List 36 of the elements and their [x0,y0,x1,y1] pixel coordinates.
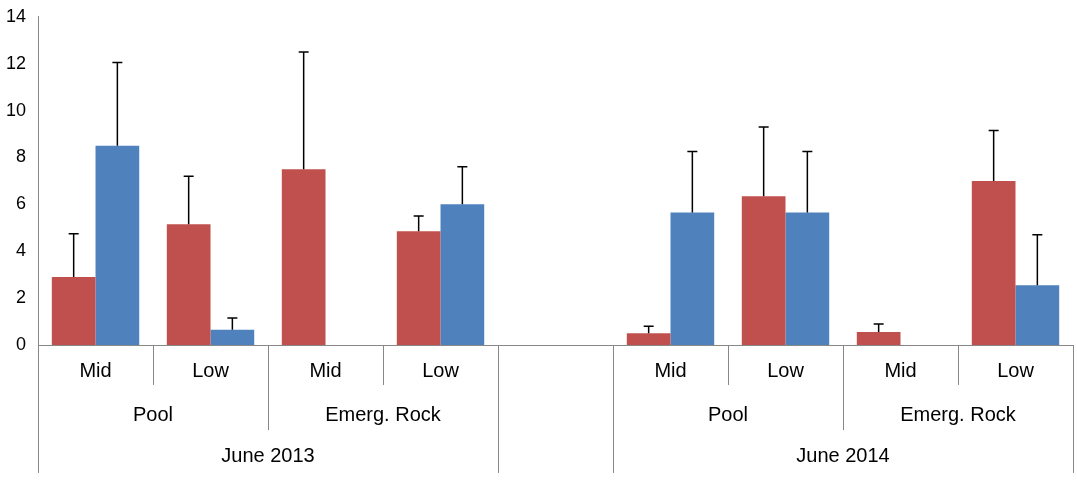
bar [785,212,830,345]
bar [396,231,441,345]
y-tick-label: 6 [16,193,27,214]
bar [670,212,715,345]
bar [1015,285,1060,345]
bar [440,204,485,345]
x-tick-label: Low [997,358,1035,381]
x-tick-label: Low [422,358,460,381]
x-tick-label: Mid [79,358,112,381]
x-tick-label: Mid [654,358,687,381]
y-tick-label: 2 [16,287,27,308]
bar [971,180,1016,345]
bar [856,332,901,345]
bar [281,169,326,345]
bar [626,333,671,345]
bar [210,329,255,345]
bar [741,196,786,345]
text: June 2013 [221,443,315,466]
text: Pool [133,402,174,425]
x-tick-label: Low [192,358,230,381]
y-tick-label: 8 [16,146,27,167]
text: Emerg. Rock [900,402,1017,425]
y-tick-label: 10 [5,99,27,120]
bar [95,145,140,345]
bar [166,224,211,345]
text: Pool [707,402,749,425]
y-tick-label: 12 [5,52,27,73]
x-tick-label: Low [767,358,805,381]
x-tick-label: Mid [884,358,917,381]
text: Emerg. Rock [325,402,442,425]
text: June 2014 [796,443,890,466]
y-tick-label: 4 [16,240,27,261]
x-tick-label: Mid [309,358,342,381]
bar [51,277,96,345]
y-tick-label: 14 [5,5,27,26]
y-tick-label: 0 [16,333,27,354]
